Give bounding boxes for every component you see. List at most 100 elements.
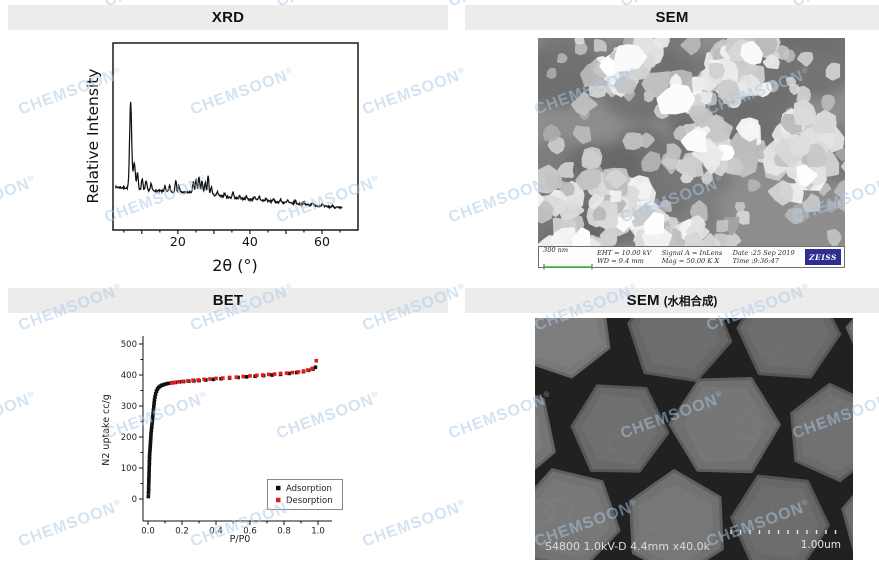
bet-point-adsorption — [147, 474, 151, 479]
sem-aqueous-scale-label: 1.00um — [801, 539, 841, 551]
bet-point-adsorption — [149, 431, 153, 436]
bet-point-desorption — [248, 374, 252, 378]
bet-point-desorption — [241, 374, 245, 379]
bet-point-adsorption — [147, 457, 152, 461]
bet-point-desorption — [202, 377, 206, 382]
bet-point-desorption — [290, 370, 295, 375]
bet-point-adsorption — [147, 462, 152, 467]
bet-point-desorption — [181, 379, 185, 384]
sem-info-bar: 300 nm EHT = 10.00 kV WD = 9.4 mm Signal… — [538, 246, 845, 270]
bet-xtick: 0.4 — [209, 527, 223, 537]
sem-micrograph-panel: 300 nm EHT = 10.00 kV WD = 9.4 mm Signal… — [497, 10, 879, 279]
bet-point-desorption — [301, 369, 306, 373]
bet-point-adsorption — [151, 411, 155, 416]
bet-point-desorption — [221, 376, 225, 380]
bet-point-adsorption — [147, 471, 151, 476]
bet-point-adsorption — [146, 494, 151, 499]
bet-ytick: 500 — [121, 340, 137, 350]
bet-point-desorption — [255, 373, 259, 378]
bet-point-adsorption — [152, 401, 156, 406]
bet-xtick: 0.2 — [175, 527, 189, 537]
bet-ytick: 200 — [121, 433, 137, 443]
bet-point-desorption — [266, 372, 271, 377]
bet-point-adsorption — [147, 452, 152, 456]
bet-point-adsorption — [150, 421, 154, 426]
bet-point-adsorption — [148, 437, 153, 441]
bet-point-desorption — [284, 371, 289, 375]
header-xrd-title: XRD — [211, 9, 245, 26]
bet-xtick: 1.0 — [311, 527, 325, 537]
bet-point-adsorption — [148, 447, 152, 451]
bet-point-adsorption — [166, 381, 171, 386]
bet-point-desorption — [172, 380, 177, 385]
bet-point-desorption — [234, 375, 239, 379]
bet-point-adsorption — [148, 442, 153, 446]
bet-point-desorption — [278, 371, 283, 376]
sem-info-col-datetime: Date :25 Sep 2019 Time :9:36:47 — [733, 249, 805, 265]
bet-point-adsorption — [153, 392, 158, 396]
bet-xtick: 0.0 — [141, 527, 155, 537]
sem-info-col-beam: EHT = 10.00 kV WD = 9.4 mm — [597, 249, 662, 265]
bet-point-adsorption — [147, 460, 152, 464]
bet-point-adsorption — [146, 491, 151, 495]
bet-point-desorption — [272, 372, 277, 376]
bet-legend-marker — [276, 497, 281, 503]
bet-point-desorption — [170, 381, 174, 385]
bet-point-adsorption — [147, 468, 151, 472]
bet-point-adsorption — [270, 373, 274, 377]
bet-point-adsorption — [211, 377, 216, 382]
bet-legend-box — [267, 479, 343, 510]
sem-micrograph-image — [497, 10, 879, 279]
sem-scalebar-icon — [543, 264, 593, 270]
bet-ytick: 400 — [121, 371, 137, 381]
bet-point-adsorption — [148, 439, 153, 444]
bet-ytick: 0 — [132, 495, 137, 505]
bet-point-desorption — [306, 368, 310, 372]
bet-xtick: 0.8 — [277, 527, 291, 537]
bet-point-adsorption — [162, 382, 166, 387]
bet-point-adsorption — [160, 383, 164, 388]
watermark-text: CHEMSOON® — [360, 496, 466, 551]
header-bet: BET — [8, 288, 448, 313]
sem-aqueous-micrograph: S4800 1.0kV-D 4.4mm x40.0k 1.00um — [535, 318, 853, 560]
bet-plot: 0.0 0.2 0.4 0.6 0.8 1.0 0 100 200 300 400 500 P/P0 N2… — [101, 336, 343, 545]
bet-point-adsorption — [151, 408, 156, 412]
bet-point-desorption — [186, 379, 190, 383]
bet-point-adsorption — [147, 480, 151, 485]
xrd-plot: 20 40 60 2θ (°) Relative Intensity — [85, 42, 359, 275]
bet-legend-label: Adsorption — [286, 484, 332, 494]
bet-point-adsorption — [147, 454, 152, 459]
bet-yaxis-label: N2 uptake cc/g — [101, 394, 112, 465]
bet-point-desorption — [296, 370, 301, 374]
sem-info-time: Time :9:36:47 — [732, 257, 779, 265]
bet-point-adsorption — [154, 389, 159, 393]
bet-point-adsorption — [149, 428, 154, 432]
bet-point-desorption — [314, 358, 319, 363]
bet-point-desorption — [310, 366, 314, 371]
bet-point-desorption — [196, 378, 200, 382]
header-xrd: XRD — [8, 5, 448, 30]
bet-point-adsorption — [147, 477, 151, 482]
watermark-text: CHEMSOON® — [0, 172, 36, 227]
bet-point-adsorption — [149, 425, 154, 429]
header-bet-title: BET — [212, 292, 244, 309]
xrd-xtick: 20 — [170, 234, 186, 249]
bet-point-adsorption — [146, 484, 151, 488]
bet-point-adsorption — [152, 398, 157, 402]
sem-info-eht: EHT = 10.00 kV — [597, 249, 652, 257]
bet-legend-marker — [276, 485, 281, 491]
sem-scalebar-cell: 300 nm — [539, 239, 597, 275]
bet-point-adsorption — [153, 395, 157, 399]
header-sem-aqueous-subtitle: (水相合成) — [663, 295, 718, 308]
sem-aqueous-meta-label: S4800 1.0kV-D 4.4mm x40.0k — [545, 540, 711, 553]
xrd-yaxis-label: Relative Intensity — [85, 69, 102, 204]
xrd-xaxis-label: 2θ (°) — [212, 256, 258, 275]
xrd-xtick: 40 — [242, 234, 258, 249]
bet-point-adsorption — [313, 365, 318, 370]
xrd-curve — [114, 101, 343, 210]
bet-point-adsorption — [148, 449, 152, 454]
header-sem: SEM — [465, 5, 879, 30]
bet-point-adsorption — [148, 444, 153, 449]
bet-point-adsorption — [150, 415, 155, 419]
sem-info-mag: Mag = 50.00 K X — [661, 257, 720, 265]
